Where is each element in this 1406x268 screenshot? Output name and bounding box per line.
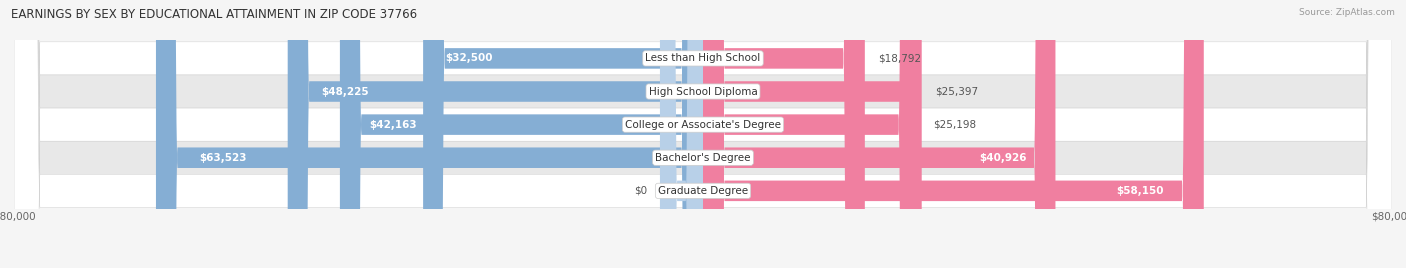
FancyBboxPatch shape	[703, 0, 920, 268]
Text: $58,150: $58,150	[1116, 186, 1164, 196]
FancyBboxPatch shape	[659, 0, 703, 268]
Text: $25,198: $25,198	[934, 120, 976, 130]
Text: EARNINGS BY SEX BY EDUCATIONAL ATTAINMENT IN ZIP CODE 37766: EARNINGS BY SEX BY EDUCATIONAL ATTAINMEN…	[11, 8, 418, 21]
Text: Source: ZipAtlas.com: Source: ZipAtlas.com	[1299, 8, 1395, 17]
Text: College or Associate's Degree: College or Associate's Degree	[626, 120, 780, 130]
Text: $42,163: $42,163	[368, 120, 416, 130]
Text: $18,792: $18,792	[877, 53, 921, 64]
FancyBboxPatch shape	[156, 0, 703, 268]
FancyBboxPatch shape	[14, 0, 1392, 268]
FancyBboxPatch shape	[14, 0, 1392, 268]
Text: $48,225: $48,225	[321, 87, 368, 96]
Text: $0: $0	[634, 186, 647, 196]
Text: Graduate Degree: Graduate Degree	[658, 186, 748, 196]
FancyBboxPatch shape	[703, 0, 865, 268]
FancyBboxPatch shape	[14, 0, 1392, 268]
Text: Less than High School: Less than High School	[645, 53, 761, 64]
FancyBboxPatch shape	[14, 0, 1392, 268]
FancyBboxPatch shape	[288, 0, 703, 268]
Text: High School Diploma: High School Diploma	[648, 87, 758, 96]
FancyBboxPatch shape	[340, 0, 703, 268]
FancyBboxPatch shape	[703, 0, 1204, 268]
Text: $32,500: $32,500	[446, 53, 494, 64]
FancyBboxPatch shape	[703, 0, 922, 268]
FancyBboxPatch shape	[423, 0, 703, 268]
FancyBboxPatch shape	[703, 0, 1056, 268]
Text: $40,926: $40,926	[980, 153, 1028, 163]
FancyBboxPatch shape	[14, 0, 1392, 268]
Text: $63,523: $63,523	[200, 153, 247, 163]
Text: $25,397: $25,397	[935, 87, 977, 96]
Text: Bachelor's Degree: Bachelor's Degree	[655, 153, 751, 163]
